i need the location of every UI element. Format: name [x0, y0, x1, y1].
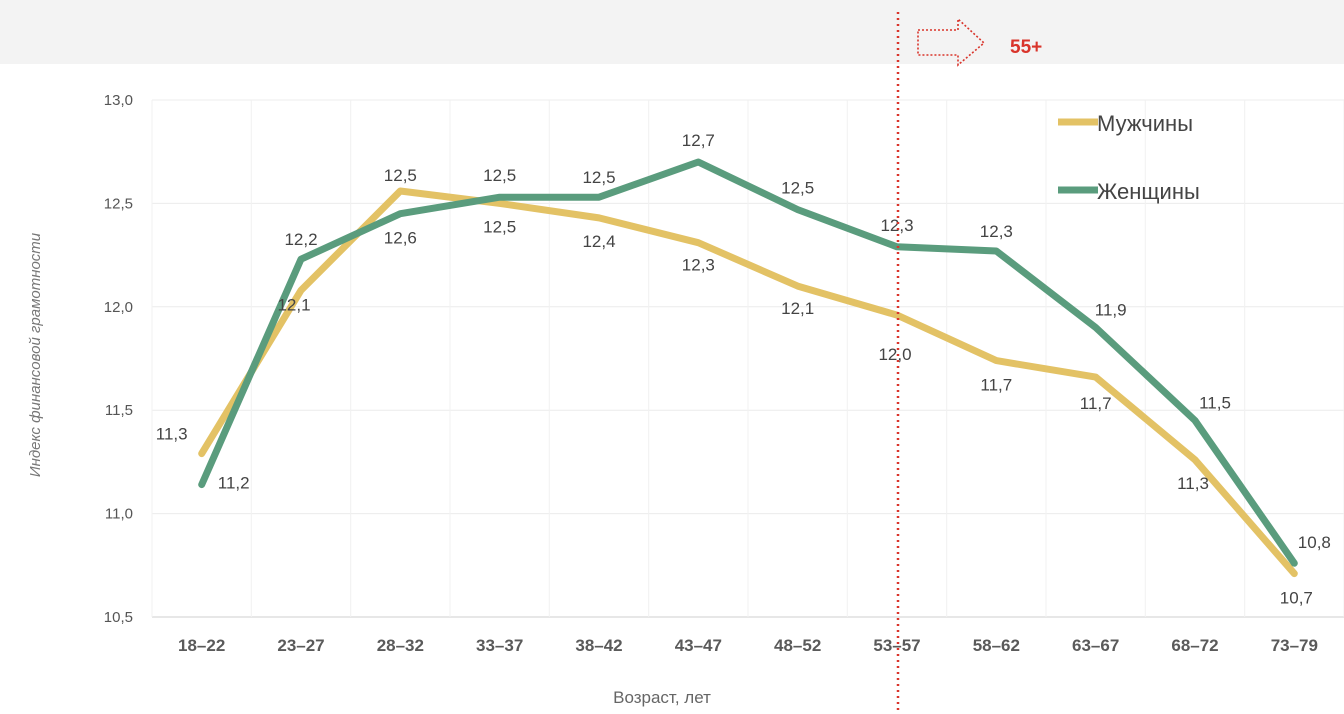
data-label-men: 11,7	[980, 376, 1012, 395]
series-line-women	[198, 158, 1298, 567]
x-tick-label: 68–72	[1171, 636, 1218, 655]
data-label-women: 12,2	[284, 230, 317, 249]
data-label-men: 11,3	[1177, 474, 1209, 493]
data-label-men: 10,7	[1280, 589, 1313, 608]
data-label-women: 12,5	[781, 179, 814, 198]
right-arrow-icon	[917, 17, 986, 67]
data-label-women: 11,5	[1199, 394, 1231, 413]
y-tick-label: 11,5	[105, 402, 133, 419]
y-tick-label: 11,0	[105, 506, 133, 523]
x-tick-label: 73–79	[1271, 636, 1318, 655]
data-label-men: 12,5	[483, 217, 516, 236]
data-label-women: 12,5	[483, 166, 516, 185]
age-55-label: 55+	[1010, 37, 1042, 58]
x-tick-label: 38–42	[575, 636, 622, 655]
y-tick-label: 13,0	[104, 92, 133, 109]
gridlines	[151, 99, 1344, 618]
x-tick-label: 53–57	[873, 636, 920, 655]
x-axis-title: Возраст, лет	[613, 688, 711, 707]
legend: Мужчины Женщины	[1058, 111, 1200, 204]
x-tick-label: 58–62	[973, 636, 1020, 655]
series-lines	[198, 158, 1298, 578]
x-tick-label: 63–67	[1072, 636, 1119, 655]
data-label-men: 11,7	[1080, 394, 1112, 413]
data-label-women: 12,6	[384, 229, 417, 248]
x-tick-label: 48–52	[774, 636, 821, 655]
x-tick-label: 43–47	[675, 636, 722, 655]
data-label-women: 11,9	[1095, 300, 1127, 319]
y-axis-title: Индекс финансовой грамотности	[27, 232, 44, 477]
data-label-men: 11,3	[156, 425, 188, 444]
legend-label-women: Женщины	[1097, 179, 1200, 204]
data-label-women: 12,5	[582, 168, 615, 187]
legend-label-men: Мужчины	[1097, 111, 1193, 136]
x-tick-label: 28–32	[377, 636, 424, 655]
y-tick-label: 12,0	[104, 299, 133, 316]
age-55-annotation: 55+	[896, 12, 1042, 714]
series-line-men	[198, 187, 1298, 578]
x-tick-label: 23–27	[277, 636, 324, 655]
data-label-women: 12,3	[980, 222, 1013, 241]
data-labels: 11,3 12,1 12,5 12,5 12,4 12,3 12,1 12,0 11,7 11,7…	[156, 131, 1331, 608]
data-label-men: 12,5	[384, 166, 417, 185]
data-label-men: 12,3	[682, 256, 715, 275]
data-label-men: 12,0	[878, 345, 911, 364]
x-tick-label: 18–22	[178, 636, 225, 655]
y-tick-label: 12,5	[104, 195, 133, 212]
data-label-men: 12,4	[582, 232, 615, 251]
y-axis-ticks: 10,5 11,0 11,5 12,0 12,5 13,0	[104, 92, 133, 626]
x-axis-ticks: 18–22 23–27 28–32 33–37 38–42 43–47 48–52 53–57…	[178, 636, 1318, 655]
data-label-women: 12,3	[880, 216, 913, 235]
y-tick-label: 10,5	[104, 609, 133, 626]
header-band	[0, 0, 1344, 64]
data-label-men: 12,1	[277, 295, 310, 314]
data-label-women: 10,8	[1298, 533, 1331, 552]
data-label-women: 11,2	[218, 474, 250, 493]
data-label-men: 12,1	[781, 299, 814, 318]
x-tick-label: 33–37	[476, 636, 523, 655]
data-label-women: 12,7	[682, 131, 715, 150]
